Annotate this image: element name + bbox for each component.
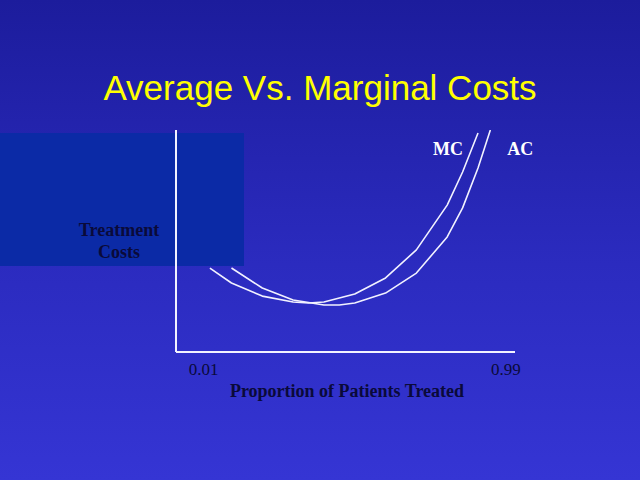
series-line: [210, 133, 478, 303]
y-axis: [175, 130, 177, 352]
plot-area: [210, 130, 490, 305]
series-label: AC: [507, 139, 533, 159]
x-tick-label: 0.99: [491, 360, 521, 379]
series-line: [231, 130, 490, 305]
x-axis-label: Proportion of Patients Treated: [230, 381, 464, 401]
page: {"chart_data": {"type": "line", "title":…: [0, 0, 640, 480]
chart: Average Vs. Marginal Costs 0.01 0.99 Propor…: [0, 0, 640, 480]
y-axis-label: TreatmentCosts: [79, 220, 159, 262]
x-tick-label: 0.01: [189, 360, 219, 379]
title: Average Vs. Marginal Costs: [103, 68, 536, 107]
decor-block: [0, 133, 244, 266]
series-label: MC: [433, 139, 463, 159]
x-axis: [176, 351, 515, 353]
